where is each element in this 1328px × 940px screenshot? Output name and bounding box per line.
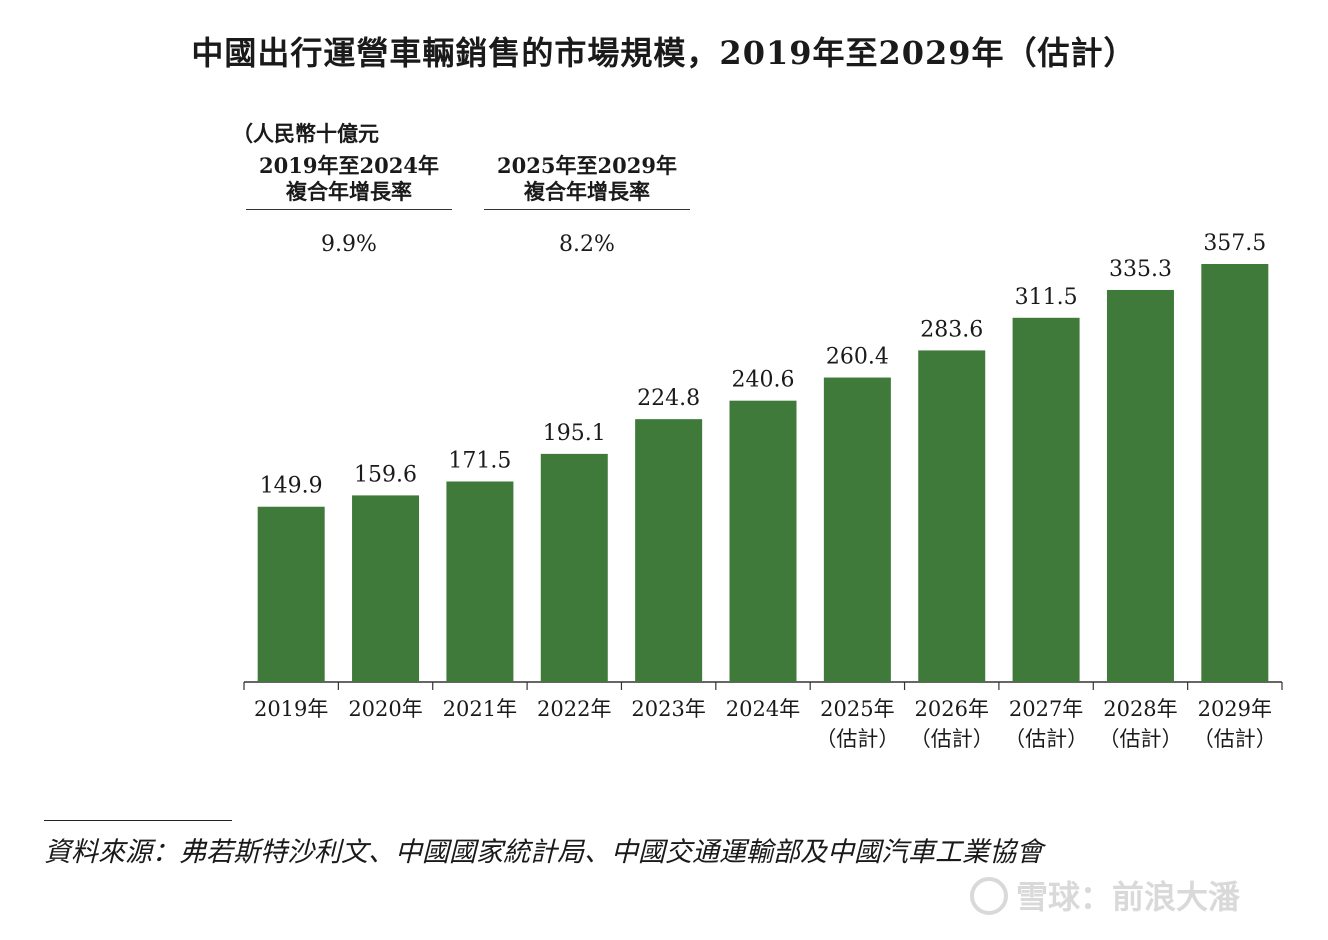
x-tick-label: 2026年 [915, 697, 989, 721]
x-tick-label: 2021年 [443, 697, 517, 721]
bar [446, 481, 514, 682]
x-tick-sublabel: （估計） [1004, 727, 1088, 751]
x-tick-label: 2029年 [1198, 697, 1272, 721]
x-tick-sublabel: （估計） [815, 727, 899, 751]
bar [1201, 264, 1269, 682]
bar [918, 350, 986, 682]
cagr-block-2019-2024: 2019年至2024年 複合年增長率 9.9% [246, 153, 452, 257]
bar [823, 377, 891, 682]
x-tick-label: 2022年 [537, 697, 611, 721]
cagr-caption: 複合年增長率 [524, 179, 650, 204]
cagr-divider [484, 209, 690, 210]
bar [352, 495, 420, 682]
chart-title: 中國出行運營車輛銷售的市場規模，2019年至2029年（估計） [191, 34, 1137, 72]
bar [1106, 289, 1174, 682]
bar [257, 506, 325, 682]
bar-value-label: 357.5 [1203, 231, 1266, 256]
watermark-text: 雪球：前浪大潘 [1016, 878, 1241, 916]
x-tick-label: 2028年 [1103, 697, 1177, 721]
cagr-block-2025-2029: 2025年至2029年 複合年增長率 8.2% [484, 153, 690, 257]
bar-value-label: 159.6 [354, 462, 417, 487]
bar-value-label: 149.9 [260, 474, 323, 499]
source-note: 資料來源：弗若斯特沙利文、中國國家統計局、中國交通運輸部及中國汽車工業協會 [44, 837, 1043, 868]
cagr-period: 2025年至2029年 [497, 153, 677, 178]
bar [635, 419, 703, 682]
bar [540, 453, 608, 682]
bar-value-label: 311.5 [1015, 285, 1078, 310]
bar-value-label: 335.3 [1109, 257, 1172, 282]
bar-value-label: 195.1 [543, 421, 606, 446]
bar [1012, 317, 1080, 682]
x-tick-label: 2025年 [820, 697, 894, 721]
x-tick-label: 2019年 [254, 697, 328, 721]
x-tick-label: 2023年 [631, 697, 705, 721]
source-divider [44, 820, 232, 821]
cagr-caption: 複合年增長率 [286, 179, 412, 204]
x-tick-sublabel: （估計） [910, 727, 994, 751]
bar-value-label: 283.6 [920, 317, 983, 342]
unit-label: （人民幣十億元 [232, 121, 379, 146]
x-tick-label: 2027年 [1009, 697, 1083, 721]
snowball-logo-icon [970, 877, 1008, 915]
x-tick-label: 2020年 [348, 697, 422, 721]
x-tick-label: 2024年 [726, 697, 800, 721]
bar-value-label: 171.5 [448, 448, 511, 473]
x-tick-sublabel: （估計） [1098, 727, 1182, 751]
bar [729, 400, 797, 682]
bar-value-label: 260.4 [826, 345, 889, 370]
watermark: 雪球：前浪大潘 [970, 872, 1240, 918]
x-tick-sublabel: （估計） [1193, 727, 1277, 751]
bar-value-label: 240.6 [732, 368, 795, 393]
bar-value-label: 224.8 [637, 386, 700, 411]
cagr-value: 9.9% [321, 232, 377, 257]
cagr-period: 2019年至2024年 [259, 153, 439, 178]
cagr-value: 8.2% [559, 232, 615, 257]
cagr-divider [246, 209, 452, 210]
